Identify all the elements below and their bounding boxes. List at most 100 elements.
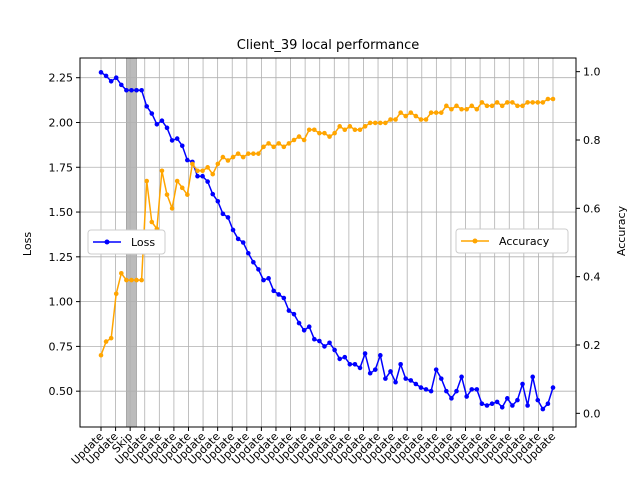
accuracy-point: [179, 185, 185, 191]
accuracy-point: [352, 127, 358, 133]
accuracy-point: [504, 100, 510, 105]
loss-point: [235, 236, 241, 242]
plot-frame: [79, 57, 577, 428]
accuracy-point: [383, 120, 388, 126]
y-tick-label-right: 0.0: [583, 407, 601, 420]
loss-point: [423, 387, 429, 392]
loss-point: [200, 173, 205, 179]
accuracy-point: [433, 110, 439, 115]
loss-point: [428, 388, 434, 394]
legend-accuracy-marker: [472, 238, 478, 244]
loss-point: [306, 324, 312, 329]
loss-point: [276, 292, 282, 297]
legend-loss: Loss: [87, 229, 166, 255]
accuracy-point: [484, 103, 490, 109]
accuracy-point: [215, 161, 221, 167]
accuracy-point: [164, 192, 170, 197]
series-line-accuracy: [100, 98, 553, 356]
loss-point: [454, 388, 459, 394]
y-tick-label-right: 1.0: [583, 66, 601, 79]
legend-loss-marker: [104, 239, 110, 245]
y-tick-label-left: 2.25: [49, 72, 74, 85]
accuracy-point: [479, 100, 485, 105]
y-tick-label-left: 1.50: [49, 206, 74, 219]
loss-point: [464, 394, 469, 399]
loss-point: [383, 376, 388, 381]
loss-point: [312, 336, 317, 342]
accuracy-point: [185, 192, 190, 197]
loss-point: [489, 401, 495, 407]
loss-point: [296, 320, 302, 326]
accuracy-point: [225, 158, 231, 163]
accuracy-point: [444, 103, 449, 109]
accuracy-point: [428, 110, 434, 115]
loss-point: [210, 191, 216, 197]
loss-point: [174, 136, 180, 141]
loss-point: [271, 288, 276, 294]
accuracy-point: [494, 100, 500, 105]
accuracy-point: [286, 141, 292, 146]
accuracy-point: [372, 120, 378, 126]
loss-point: [332, 347, 337, 353]
loss-point: [139, 87, 144, 93]
loss-point: [372, 367, 378, 372]
accuracy-point: [530, 100, 535, 105]
accuracy-point: [312, 127, 317, 133]
accuracy-point: [408, 110, 414, 115]
loss-point: [357, 365, 363, 371]
accuracy-point: [525, 100, 530, 105]
loss-point: [403, 376, 409, 381]
loss-point: [98, 70, 104, 75]
accuracy-point: [438, 110, 444, 115]
y-tick-label-right: 0.6: [583, 202, 601, 215]
loss-point: [444, 388, 449, 394]
accuracy-point: [205, 165, 210, 170]
accuracy-point: [108, 335, 114, 341]
accuracy-point: [240, 154, 246, 160]
loss-point: [154, 121, 160, 127]
loss-point: [225, 215, 231, 220]
accuracy-point: [550, 96, 556, 102]
accuracy-point: [317, 130, 322, 136]
accuracy-point: [266, 141, 271, 146]
accuracy-point: [540, 100, 546, 105]
accuracy-point: [235, 151, 241, 156]
loss-point: [179, 143, 185, 149]
accuracy-point: [306, 127, 312, 133]
loss-point: [469, 387, 475, 392]
accuracy-point: [256, 151, 261, 156]
plot-area: 0.50 0.75 1.00 1.25 1.50 1.75 2.00 2.25 0.0 0.2 0.…: [49, 57, 601, 467]
legend-accuracy-label: Accuracy: [499, 235, 550, 248]
accuracy-point: [367, 120, 373, 126]
accuracy-point: [357, 127, 363, 133]
loss-point: [195, 173, 200, 179]
y-tick-label-left: 0.75: [49, 340, 74, 353]
y-tick-label-right: 0.8: [583, 134, 601, 147]
loss-point: [144, 104, 150, 109]
y-tick-label-left: 0.50: [49, 385, 74, 398]
loss-point: [449, 396, 454, 401]
accuracy-point: [200, 168, 205, 174]
loss-point: [535, 397, 541, 403]
accuracy-point: [139, 277, 144, 283]
loss-point: [230, 227, 236, 233]
accuracy-point: [144, 178, 150, 184]
loss-point: [408, 378, 414, 383]
loss-point: [352, 362, 358, 367]
chart-title: Client_39 local performance: [237, 38, 420, 53]
y-tick-label-left: 1.25: [49, 251, 74, 264]
loss-point: [510, 403, 515, 408]
accuracy-point: [281, 144, 287, 150]
loss-point: [545, 401, 551, 407]
accuracy-point: [454, 103, 459, 109]
loss-point: [393, 379, 398, 385]
accuracy-point: [347, 124, 353, 129]
accuracy-point: [332, 130, 337, 136]
accuracy-point: [119, 270, 124, 276]
accuracy-point: [296, 134, 302, 139]
loss-point: [484, 403, 490, 408]
accuracy-point: [301, 137, 307, 143]
accuracy-point: [449, 106, 454, 112]
loss-point: [261, 277, 266, 283]
